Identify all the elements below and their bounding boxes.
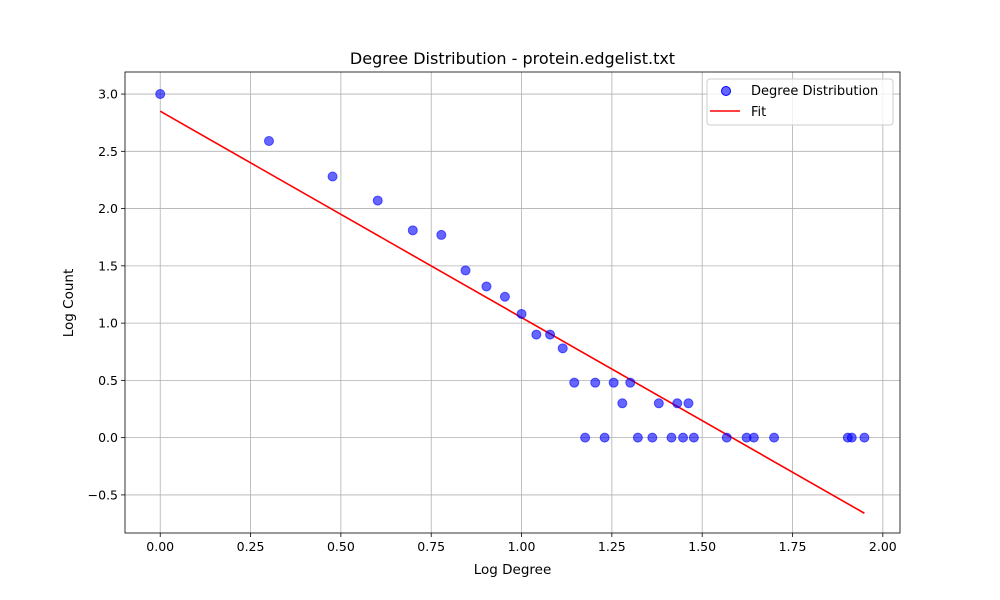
- scatter-point: [625, 377, 636, 388]
- legend-label-fit: Fit: [751, 105, 766, 120]
- scatter-point: [859, 432, 870, 443]
- legend-label-degree-distribution: Degree Distribution: [751, 84, 878, 99]
- scatter-point: [569, 377, 580, 388]
- scatter-point: [721, 432, 732, 443]
- y-tick-label: 1.5: [98, 258, 118, 273]
- scatter-point: [846, 432, 857, 443]
- x-tick-label: 2.00: [869, 539, 897, 554]
- scatter-point: [748, 432, 759, 443]
- y-tick-label: 3.0: [98, 87, 118, 102]
- scatter-point: [580, 432, 591, 443]
- scatter-point: [653, 398, 664, 409]
- scatter-point: [327, 171, 338, 182]
- scatter-points-layer: [155, 89, 870, 443]
- scatter-point: [545, 329, 556, 340]
- y-axis-ticks: −0.5 0.0 0.5 1.0 1.5 2.0 2.5 3.0: [88, 87, 125, 502]
- scatter-point: [617, 398, 628, 409]
- x-axis-title: Log Degree: [474, 562, 552, 578]
- axes: [124, 71, 901, 534]
- plot-frame: [124, 71, 901, 534]
- grid-lines: [125, 72, 900, 533]
- x-tick-label: 0.75: [417, 539, 445, 554]
- x-tick-label: 0.25: [237, 539, 265, 554]
- scatter-point: [688, 432, 699, 443]
- scatter-point: [608, 377, 619, 388]
- scatter-point: [678, 432, 689, 443]
- scatter-point: [499, 291, 510, 302]
- scatter-point: [372, 195, 383, 206]
- x-tick-label: 0.00: [146, 539, 174, 554]
- y-tick-label: 0.0: [98, 430, 118, 445]
- x-tick-label: 1.00: [508, 539, 536, 554]
- scatter-point: [263, 136, 274, 147]
- y-axis-title: Log Count: [61, 269, 77, 338]
- scatter-point: [590, 377, 601, 388]
- scatter-point: [647, 432, 658, 443]
- scatter-point: [683, 398, 694, 409]
- y-tick-label: 1.0: [98, 316, 118, 331]
- legend-box: [706, 78, 894, 126]
- scatter-point: [666, 432, 677, 443]
- fit-line: [159, 110, 865, 514]
- x-tick-label: 1.25: [598, 539, 626, 554]
- chart-title: Degree Distribution - protein.edgelist.t…: [350, 49, 675, 68]
- scatter-point: [481, 281, 492, 292]
- legend-marker-degree-distribution: [721, 86, 731, 96]
- scatter-point: [407, 225, 418, 236]
- x-tick-label: 0.50: [327, 539, 355, 554]
- scatter-point: [599, 432, 610, 443]
- x-tick-label: 1.50: [688, 539, 716, 554]
- scatter-point: [155, 89, 166, 100]
- scatter-point: [436, 229, 447, 240]
- x-tick-label: 1.75: [779, 539, 807, 554]
- y-tick-label: 0.5: [98, 373, 118, 388]
- scatter-point: [672, 398, 683, 409]
- y-tick-label: 2.0: [98, 201, 118, 216]
- fit-line-layer: [159, 110, 865, 514]
- scatter-point: [632, 432, 643, 443]
- x-axis-ticks: 0.00 0.25 0.50 0.75 1.00 1.25 1.50 1.75 2.00: [146, 533, 897, 554]
- scatter-point: [531, 329, 542, 340]
- y-tick-label: 2.5: [98, 144, 118, 159]
- scatter-point: [769, 432, 780, 443]
- scatter-point: [557, 343, 568, 354]
- scatter-point: [516, 308, 527, 319]
- y-tick-label: −0.5: [88, 487, 118, 502]
- legend: Degree Distribution Fit: [706, 78, 894, 126]
- scatter-point: [460, 265, 471, 276]
